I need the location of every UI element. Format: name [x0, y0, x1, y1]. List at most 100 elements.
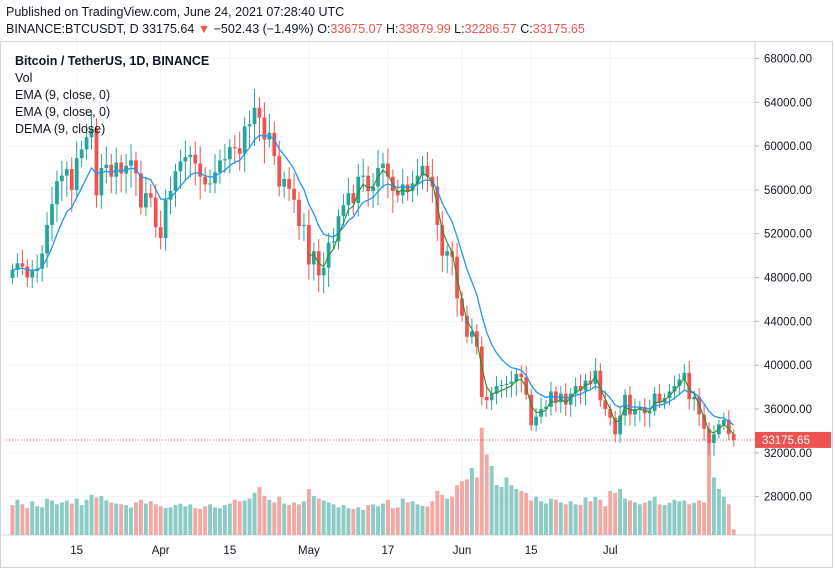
volume-bar [548, 498, 553, 535]
candle-body [173, 171, 178, 191]
volume-bar [534, 496, 539, 535]
volume-bar [474, 477, 479, 535]
volume-bar [682, 500, 687, 535]
volume-bar [568, 501, 573, 535]
candle-body [366, 175, 371, 191]
volume-bar [484, 454, 489, 535]
candle-body [351, 193, 356, 204]
candle-body [628, 394, 632, 415]
volume-bar [529, 500, 534, 535]
volume-bar [64, 500, 69, 535]
volume-bar [89, 494, 94, 535]
candle-body [603, 400, 608, 410]
candle-body [213, 172, 217, 184]
candle-body [386, 163, 390, 177]
candle-body [218, 160, 222, 173]
volume-bar [716, 489, 721, 535]
volume-bar [138, 499, 143, 535]
volume-bar [425, 506, 430, 535]
y-tick-label: 44000.00 [764, 316, 812, 328]
last-price-badge [755, 431, 831, 448]
volume-bar [618, 489, 623, 535]
volume-bar [583, 497, 588, 535]
volume-bar [647, 500, 652, 535]
volume-bar [494, 485, 499, 535]
candle-body [119, 162, 124, 174]
last-price: 33175.64 [142, 22, 195, 36]
volume-bar [301, 501, 306, 535]
candle-body [721, 419, 726, 425]
candle-body [40, 253, 44, 269]
candle-body [203, 176, 208, 185]
candle-body [356, 176, 361, 204]
candle-body [568, 393, 573, 405]
ema-green-line [308, 169, 735, 435]
candle-body [139, 173, 143, 208]
candle-body [163, 199, 168, 239]
volume-bar [464, 479, 469, 535]
candle-body [79, 149, 84, 159]
candle-body [84, 137, 89, 150]
y-tick-label: 64000.00 [764, 97, 812, 109]
volume-bar [667, 502, 672, 535]
candle-body [465, 315, 469, 337]
candle-body [277, 155, 282, 187]
y-tick-label: 32000.00 [764, 448, 812, 460]
legend-ema-2[interactable]: EMA (9, close, 0) [15, 105, 111, 119]
x-tick-label: 15 [525, 545, 538, 557]
volume-bar [479, 427, 484, 535]
volume-bar [346, 508, 351, 535]
open-label: O: [317, 22, 331, 36]
candle-body [573, 386, 578, 394]
volume-bar [227, 503, 232, 535]
volume-bar [657, 504, 662, 535]
legend-title[interactable]: Bitcoin / TetherUS, 1D, BINANCE [15, 54, 210, 68]
candle-body [129, 160, 133, 166]
volume-bar [623, 498, 628, 535]
volume-bar [262, 495, 267, 535]
candle-body [519, 373, 524, 378]
volume-bar [198, 508, 203, 535]
candle-body [731, 434, 736, 440]
volume-bar [183, 506, 188, 535]
y-tick-label: 56000.00 [764, 185, 812, 197]
y-tick-label: 52000.00 [764, 229, 812, 241]
candle-body [633, 409, 637, 415]
volume-bar [213, 507, 217, 535]
volume-bar [99, 495, 104, 535]
volume-bar [366, 505, 371, 535]
candle-body [484, 396, 489, 401]
volume-bar [637, 504, 642, 535]
volume-bar [129, 507, 134, 535]
candle-body [153, 197, 158, 228]
volume-bar [400, 498, 405, 535]
volume-bar [731, 529, 736, 535]
volume-bar [133, 502, 138, 535]
x-tick-label: Jun [453, 545, 472, 557]
candle-body [336, 216, 341, 242]
legend-dema[interactable]: DEMA (9, close) [15, 122, 106, 136]
close-label: C: [520, 22, 533, 36]
candle-body [168, 190, 173, 200]
candle-body [637, 406, 642, 410]
candle-body [287, 178, 291, 189]
volume-bar [578, 505, 583, 535]
legend-ema-1[interactable]: EMA (9, close, 0) [15, 88, 111, 102]
high-label: H: [386, 22, 399, 36]
candle-body [361, 175, 366, 177]
legend-vol[interactable]: Vol [15, 71, 33, 85]
volume-bar [69, 503, 74, 535]
candle-body [470, 331, 474, 337]
candle-body [252, 107, 257, 125]
volume-bar [524, 492, 529, 535]
published-note: Published on TradingView.com, June 24, 2… [6, 5, 345, 19]
candle-body [257, 107, 262, 118]
candle-body [692, 396, 697, 400]
volume-bar [203, 506, 208, 535]
volume-bar [697, 500, 702, 535]
x-tick-label: 17 [382, 545, 395, 557]
candle-body [198, 163, 203, 177]
candle-body [282, 178, 287, 187]
volume-bar [603, 506, 608, 535]
